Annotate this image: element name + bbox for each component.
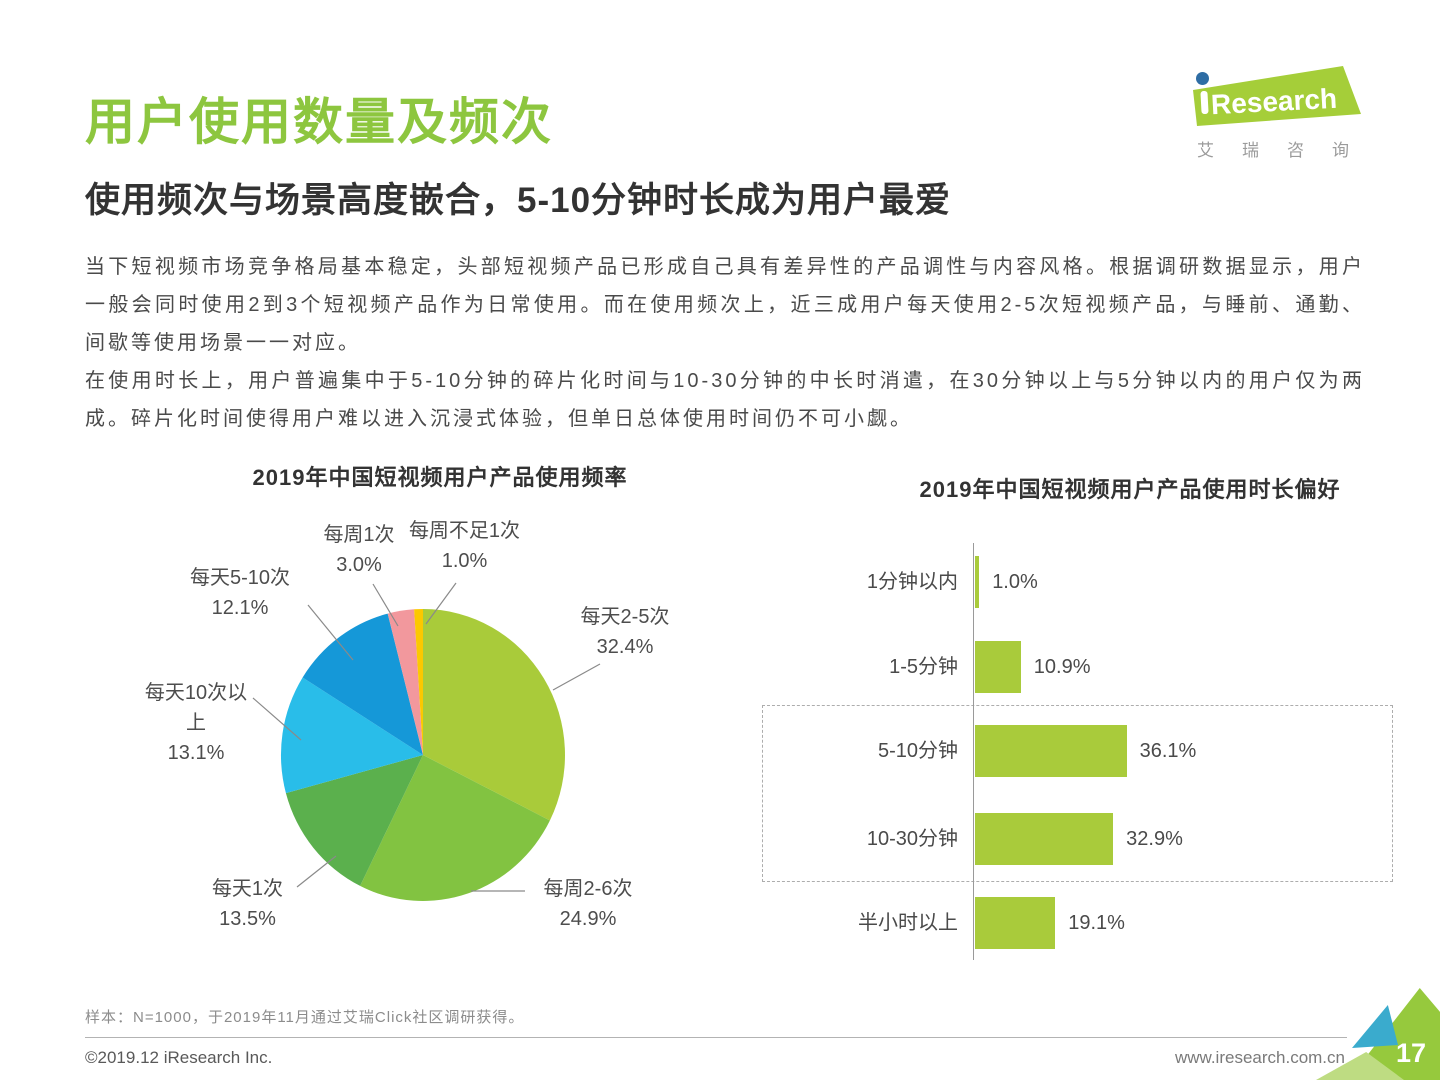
pie-label-value: 1.0%	[441, 550, 488, 572]
bar-value-label: 1.0%	[992, 571, 1038, 593]
pie-slice-1	[360, 755, 550, 902]
corner-triangle-blue	[1352, 1005, 1398, 1048]
pie-label-6: 每周不足1次 1.0%	[402, 516, 527, 576]
pie-label-name: 每天10次以上	[144, 682, 248, 734]
footer-divider	[85, 1037, 1347, 1038]
page-number: 17	[1396, 1038, 1427, 1068]
body-paragraph-1: 当下短视频市场竞争格局基本稳定，头部短视频产品已形成自己具有差异性的产品调性与内…	[85, 256, 1365, 354]
pie-label-name: 每天5-10次	[189, 567, 291, 589]
logo-banner-shape	[1193, 66, 1361, 126]
bar-rect	[975, 641, 1021, 693]
pie-label-0: 每天2-5次 32.4%	[545, 602, 705, 662]
pie-leader-line-6	[425, 582, 457, 625]
bar-category-label: 5-10分钟	[877, 740, 958, 762]
bar-chart-axis	[973, 543, 974, 960]
pie-slice-5	[387, 609, 423, 755]
pie-label-value: 13.5%	[219, 908, 276, 930]
pie-label-name: 每天2-5次	[580, 606, 670, 628]
pie-slice-3	[280, 677, 423, 794]
pie-chart-canvas	[252, 582, 601, 902]
pie-leader-line-4	[307, 604, 354, 661]
pie-label-value: 24.9%	[559, 908, 617, 930]
body-paragraph-2: 在使用时长上，用户普遍集中于5-10分钟的碎片化时间与10-30分钟的中长时消遣…	[85, 370, 1365, 430]
bar-value-label: 10.9%	[1033, 656, 1091, 678]
bar-row-2: 5-10分钟 36.1%	[760, 725, 1410, 777]
pie-leader-line-0	[552, 663, 601, 691]
website-text: www.iresearch.com.cn	[1174, 1048, 1345, 1067]
logo-wordmark: Research	[1210, 82, 1338, 121]
logo-i-stem	[1200, 90, 1209, 115]
pie-label-value: 12.1%	[211, 597, 269, 619]
pie-label-name: 每周不足1次	[408, 520, 521, 542]
bar-value-label: 19.1%	[1068, 912, 1125, 934]
pie-slice-0	[423, 609, 565, 821]
iresearch-logo: Research 艾瑞咨询	[1175, 64, 1395, 174]
bar-category-label: 半小时以上	[858, 912, 958, 934]
pie-slice-6	[414, 609, 423, 755]
pie-label-name: 每天1次	[211, 878, 284, 900]
bar-category-label: 10-30分钟	[866, 828, 958, 850]
pie-label-value: 13.1%	[167, 742, 225, 764]
pie-slice-4	[302, 613, 423, 755]
bar-value-label: 32.9%	[1126, 828, 1183, 850]
page-subtitle: 使用频次与场景高度嵌合，5-10分钟时长成为用户最爱	[85, 181, 952, 220]
bar-row-1: 1-5分钟 10.9%	[760, 641, 1410, 693]
pie-label-name: 每周2-6次	[543, 878, 633, 900]
bar-value-label: 36.1%	[1139, 740, 1197, 762]
bar-category-label: 1-5分钟	[889, 656, 958, 678]
pie-slice-2	[285, 755, 423, 886]
highlight-dashed-box	[762, 705, 1393, 882]
pie-leader-line-2	[296, 855, 337, 888]
body-copy: 当下短视频市场竞争格局基本稳定，头部短视频产品已形成自己具有差异性的产品调性与内…	[85, 248, 1365, 438]
page-title: 用户使用数量及频次	[85, 94, 553, 150]
pie-chart-usage-frequency: 2019年中国短视频用户产品使用频率 每天2-5次 32.4% 每周2-6次 24.9…	[85, 450, 725, 970]
pie-label-2: 每天1次 13.5%	[200, 874, 295, 934]
bar-rect	[975, 813, 1114, 865]
bar-rect	[975, 725, 1127, 777]
pie-label-value: 3.0%	[336, 554, 382, 576]
pie-label-5: 每周1次 3.0%	[315, 520, 403, 580]
bar-row-4: 半小时以上 19.1%	[760, 897, 1410, 949]
sample-note: 样本：N=1000，于2019年11月通过艾瑞Click社区调研获得。	[85, 1009, 525, 1026]
bar-chart-duration-preference: 2019年中国短视频用户产品使用时长偏好 1分钟以内 1.0% 1-5分钟 10.9%…	[760, 460, 1410, 980]
copyright-text: ©2019.12 iResearch Inc.	[85, 1048, 273, 1067]
bar-rect	[975, 556, 980, 608]
logo-chinese-name: 艾瑞咨询	[1197, 141, 1377, 160]
logo-i-dot-icon	[1196, 72, 1209, 85]
pie-label-value: 32.4%	[596, 636, 654, 658]
pie-label-1: 每周2-6次 24.9%	[528, 874, 648, 934]
pie-chart-title: 2019年中国短视频用户产品使用频率	[252, 465, 628, 490]
bar-rect	[975, 897, 1056, 949]
pie-leader-line-5	[372, 583, 399, 627]
bar-row-3: 10-30分钟 32.9%	[760, 813, 1410, 865]
bar-chart-title: 2019年中国短视频用户产品使用时长偏好	[919, 477, 1341, 502]
pie-label-4: 每天5-10次 12.1%	[178, 563, 302, 623]
pie-label-3: 每天10次以上 13.1%	[140, 678, 252, 768]
bar-category-label: 1分钟以内	[866, 571, 958, 593]
pie-label-name: 每周1次	[323, 524, 395, 546]
bar-row-0: 1分钟以内 1.0%	[760, 556, 1410, 608]
pie-leader-line-3	[252, 697, 302, 741]
